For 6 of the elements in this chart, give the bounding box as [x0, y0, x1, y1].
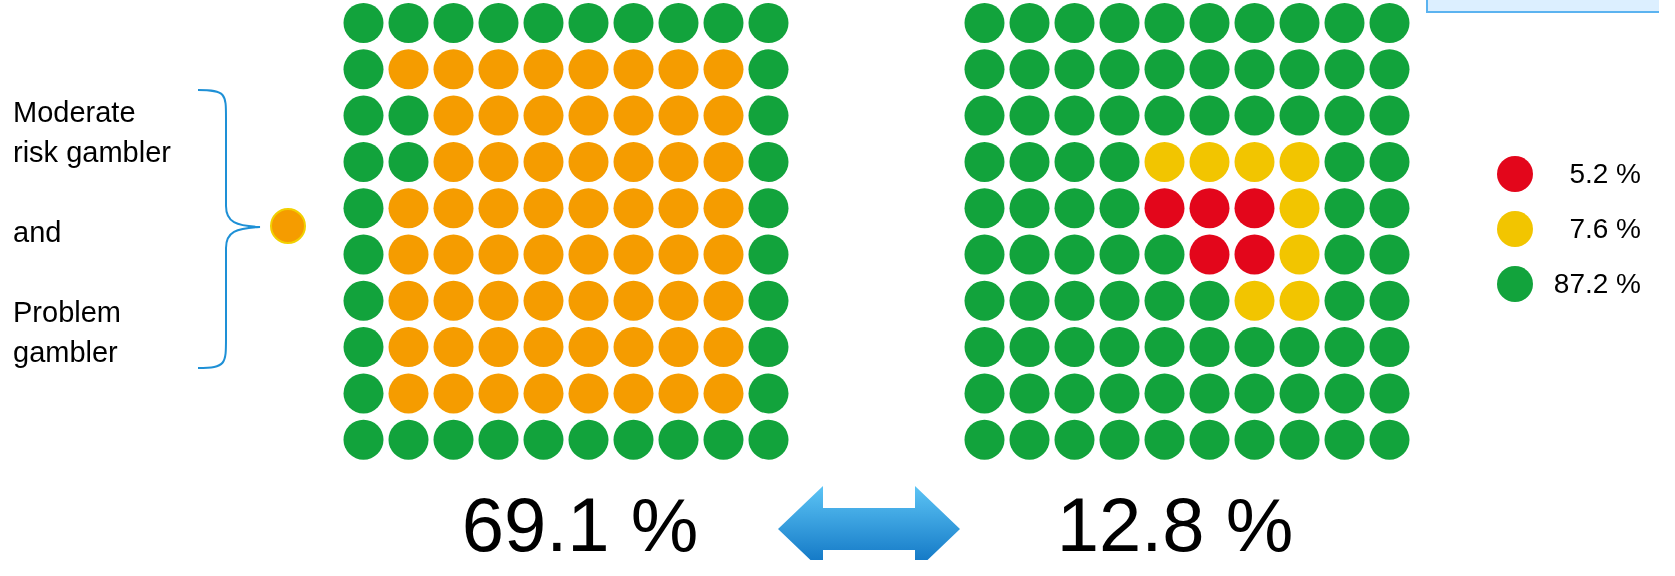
text: 69.1 % [460, 481, 700, 562]
data-label: 7.6 % [1569, 212, 1641, 246]
category-label: Moderate risk gambler and Problem gambler [13, 96, 171, 368]
data-label: 5.2 % [1569, 157, 1641, 191]
text: 12.8 % [1055, 481, 1295, 562]
data-label: 87.2 % [1553, 267, 1641, 301]
